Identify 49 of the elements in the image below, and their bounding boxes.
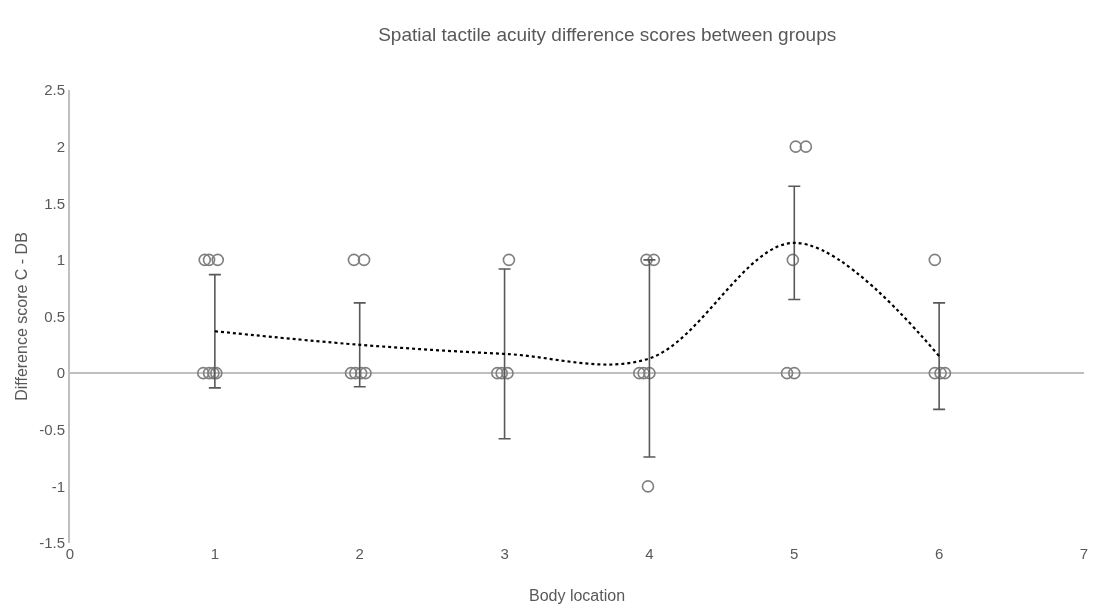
- x-tick-label: 2: [355, 545, 364, 562]
- x-tick-label: 1: [210, 545, 220, 562]
- point: [632, 366, 646, 380]
- point: [637, 366, 650, 380]
- point: [491, 366, 504, 380]
- point: [787, 366, 801, 380]
- y-tick-label: 0.5: [44, 307, 65, 325]
- y-axis-title: Difference score C - DB: [13, 232, 30, 401]
- point: [196, 366, 210, 380]
- y-tick-label: -0.5: [39, 421, 65, 438]
- point: [780, 366, 794, 380]
- point: [349, 366, 362, 380]
- x-tick-label: 4: [645, 545, 654, 562]
- y-tick-label: 0: [56, 364, 65, 382]
- point: [198, 253, 212, 267]
- point: [647, 253, 661, 267]
- point: [934, 366, 947, 380]
- point: [789, 140, 803, 153]
- point: [799, 140, 813, 153]
- point: [501, 366, 514, 380]
- y-tick-label: 2.5: [44, 81, 65, 99]
- point: [641, 480, 655, 493]
- point: [344, 366, 358, 380]
- point: [938, 366, 952, 380]
- y-tick-label: -1: [51, 477, 65, 495]
- x-tick-label: 3: [500, 545, 509, 562]
- chart-title: Spatial tactile acuity difference scores between groups: [378, 23, 837, 45]
- point: [643, 366, 656, 380]
- y-tick-label: -1.5: [39, 534, 65, 552]
- point: [202, 366, 216, 380]
- x-axis-title: Body location: [528, 587, 626, 604]
- point: [347, 253, 361, 267]
- point: [786, 253, 800, 267]
- point: [202, 253, 216, 267]
- x-tick-label: 7: [1079, 545, 1089, 562]
- point: [928, 366, 942, 380]
- point: [495, 366, 508, 380]
- y-tick-label: 1: [56, 251, 65, 269]
- point: [357, 253, 371, 267]
- point: [502, 253, 516, 267]
- y-tick-label: 2: [56, 137, 65, 155]
- x-tick-label: 6: [934, 545, 944, 562]
- x-tick-label: 5: [790, 545, 799, 562]
- point: [928, 253, 942, 267]
- point: [640, 253, 653, 267]
- point: [211, 253, 225, 267]
- y-tick-label: 1.5: [44, 194, 65, 212]
- point: [354, 366, 368, 380]
- point: [359, 366, 372, 380]
